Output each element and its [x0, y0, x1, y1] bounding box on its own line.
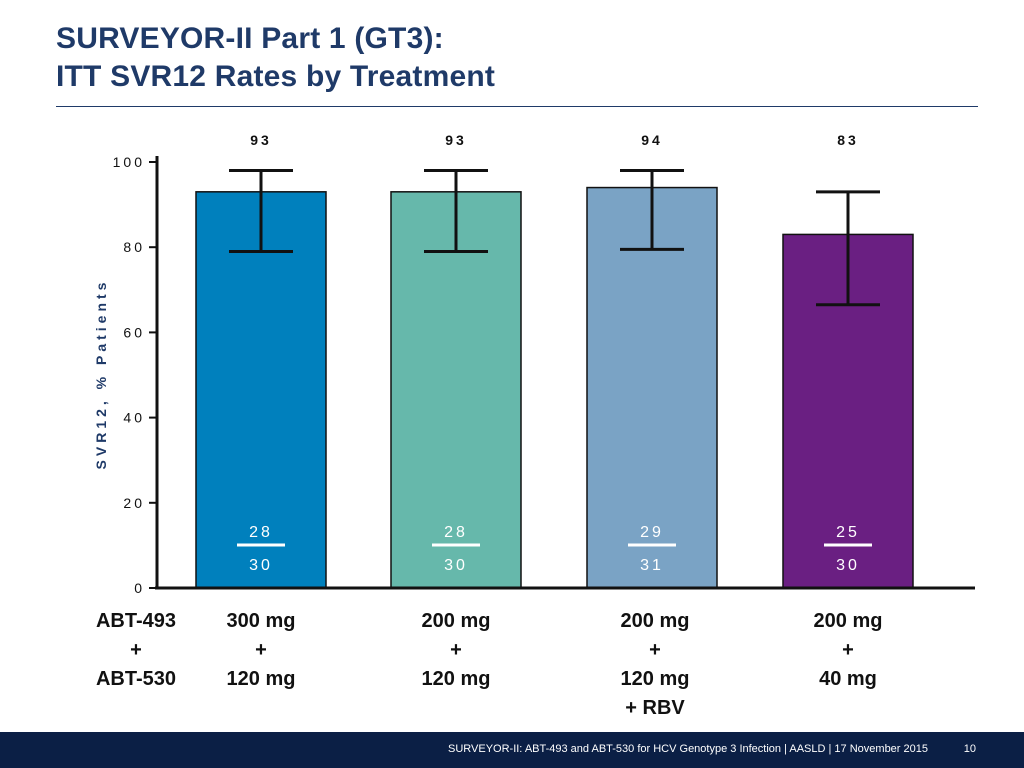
dose-line: 200 mg: [813, 610, 883, 632]
numerator-label: 28: [249, 524, 273, 541]
drug-label-line-3: ABT-530: [95, 668, 177, 690]
title-divider: [56, 106, 978, 107]
slide-title: SURVEYOR-II Part 1 (GT3): ITT SVR12 Rate…: [56, 20, 495, 96]
y-tick-label: 40: [123, 410, 145, 426]
dose-line: +: [842, 639, 854, 661]
footer-bar: SURVEYOR-II: ABT-493 and ABT-530 for HCV…: [0, 732, 1024, 768]
dose-label-4: 200 mg + 40 mg: [768, 607, 928, 694]
bar: [586, 186, 718, 589]
dose-line: +: [255, 639, 267, 661]
dose-line: 120 mg: [421, 668, 491, 690]
dose-line: +: [649, 639, 661, 661]
denominator-label: 31: [640, 557, 664, 574]
dose-line: 40 mg: [819, 668, 877, 690]
title-line-2: ITT SVR12 Rates by Treatment: [56, 60, 496, 93]
dose-line: 200 mg: [620, 610, 690, 632]
drug-label-line-1: ABT-493: [95, 610, 177, 632]
dose-line: 300 mg: [226, 610, 296, 632]
numerator-label: 25: [836, 524, 860, 541]
y-tick-label: 100: [113, 154, 145, 170]
value-label: 83: [837, 132, 859, 148]
dose-label-1: 300 mg + 120 mg: [181, 607, 341, 694]
bar: [390, 191, 522, 589]
value-label: 93: [445, 132, 467, 148]
numerator-label: 28: [444, 524, 468, 541]
y-tick-label: 60: [123, 324, 145, 340]
y-tick-label: 20: [123, 495, 145, 511]
dose-line: 120 mg: [620, 668, 690, 690]
denominator-label: 30: [249, 557, 273, 574]
value-label: 94: [641, 132, 663, 148]
denominator-label: 30: [836, 557, 860, 574]
denominator-label: 30: [444, 557, 468, 574]
dose-label-2: 200 mg + 120 mg: [376, 607, 536, 694]
y-axis-label: SVR12, % Patients: [93, 278, 109, 470]
page-number: 10: [963, 743, 976, 755]
drug-label-line-2: +: [130, 639, 142, 661]
y-tick-label: 80: [123, 239, 145, 255]
dose-line: + RBV: [625, 697, 685, 719]
dose-line: +: [450, 639, 462, 661]
y-tick-label: 0: [134, 580, 145, 596]
drug-combination-label: ABT-493 + ABT-530: [80, 607, 192, 694]
dose-line: 200 mg: [421, 610, 491, 632]
numerator-label: 29: [640, 524, 664, 541]
dose-line: 120 mg: [226, 668, 296, 690]
value-label: 93: [250, 132, 272, 148]
title-line-1: SURVEYOR-II Part 1 (GT3):: [56, 22, 444, 55]
footer-citation: SURVEYOR-II: ABT-493 and ABT-530 for HCV…: [448, 743, 928, 755]
dose-label-3: 200 mg + 120 mg + RBV: [575, 607, 735, 723]
